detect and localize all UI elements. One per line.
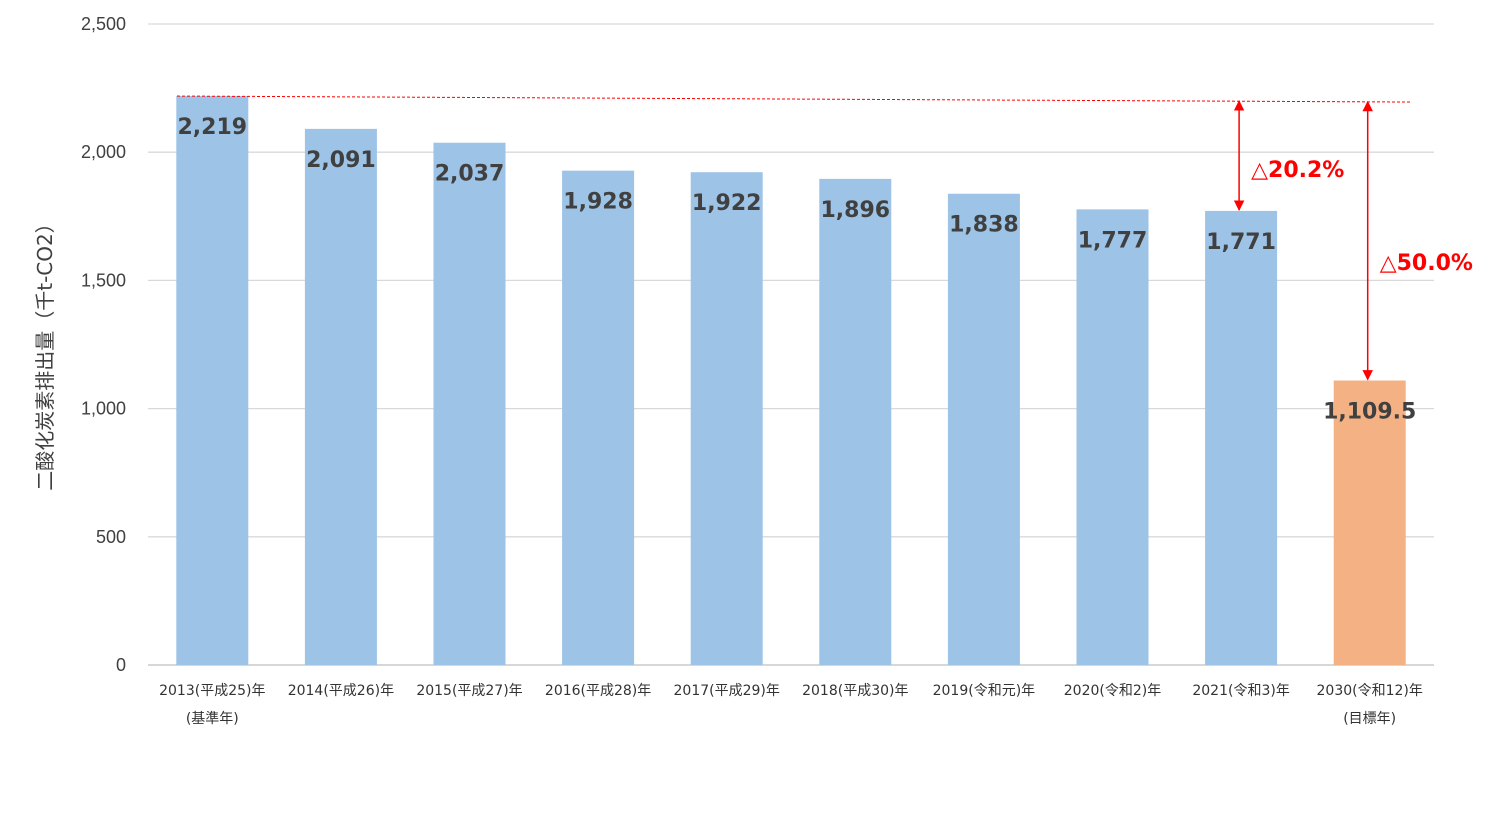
reference-line-group <box>176 95 1411 103</box>
reduction-label: △50.0% <box>1380 251 1473 276</box>
x-tick-label: 2019(令和元)年 <box>933 683 1036 699</box>
data-label: 1,928 <box>563 190 633 215</box>
bar <box>562 170 635 665</box>
data-label: 1,896 <box>821 198 891 223</box>
x-tick-label: 2030(令和12)年 <box>1317 683 1423 699</box>
y-axis-ticks: 0 500 1,000 1,500 2,000 2,500 <box>81 14 126 675</box>
data-label: 2,091 <box>306 148 376 173</box>
data-label: 1,838 <box>949 213 1019 238</box>
x-tick-label: 2014(平成26)年 <box>288 683 394 699</box>
data-label: 1,771 <box>1206 230 1276 255</box>
x-tick-label: 2021(令和3)年 <box>1192 683 1289 699</box>
y-tick-label: 500 <box>96 527 126 547</box>
bar <box>176 96 249 665</box>
bar <box>1076 209 1149 665</box>
bar <box>304 128 377 665</box>
y-tick-label: 0 <box>116 655 126 675</box>
y-tick-label: 2,000 <box>81 142 126 162</box>
x-tick-sublabel: (目標年) <box>1343 711 1396 727</box>
x-axis-categories: 2013(平成25)年 (基準年) 2014(平成26)年 2015(平成27)年 20… <box>159 683 1423 727</box>
x-tick-label: 2016(平成28)年 <box>545 683 651 699</box>
x-tick-label: 2018(平成30)年 <box>802 683 908 699</box>
data-label: 1,777 <box>1078 228 1148 253</box>
data-label: 2,037 <box>435 162 505 187</box>
x-tick-label: 2020(令和2)年 <box>1064 683 1161 699</box>
bar <box>819 178 892 665</box>
target-bar <box>1333 380 1406 665</box>
data-label: 1,922 <box>692 191 762 216</box>
x-tick-label: 2013(平成25)年 <box>159 683 265 699</box>
x-tick-label: 2015(平成27)年 <box>416 683 522 699</box>
bars <box>176 96 1406 666</box>
bar <box>947 193 1020 665</box>
reference-line <box>176 95 1411 103</box>
x-tick-sublabel: (基準年) <box>186 710 239 727</box>
y-tick-label: 1,500 <box>81 270 126 290</box>
reduction-label: △20.2% <box>1251 158 1344 183</box>
bar <box>1205 210 1278 666</box>
x-tick-label: 2017(平成29)年 <box>674 683 780 699</box>
bar <box>690 172 763 665</box>
value-labels: 2,219 2,091 2,037 1,928 1,922 1,896 1,838 1,777… <box>178 115 1417 424</box>
y-axis-label: 二酸化炭素排出量（千t-CO2） <box>33 213 57 491</box>
reduction-annotations: △20.2% △50.0% <box>1233 100 1473 381</box>
y-tick-label: 1,000 <box>81 399 126 419</box>
bar <box>433 142 506 665</box>
data-label: 1,109.5 <box>1323 400 1416 425</box>
data-label: 2,219 <box>178 115 248 140</box>
y-tick-label: 2,500 <box>81 14 126 34</box>
